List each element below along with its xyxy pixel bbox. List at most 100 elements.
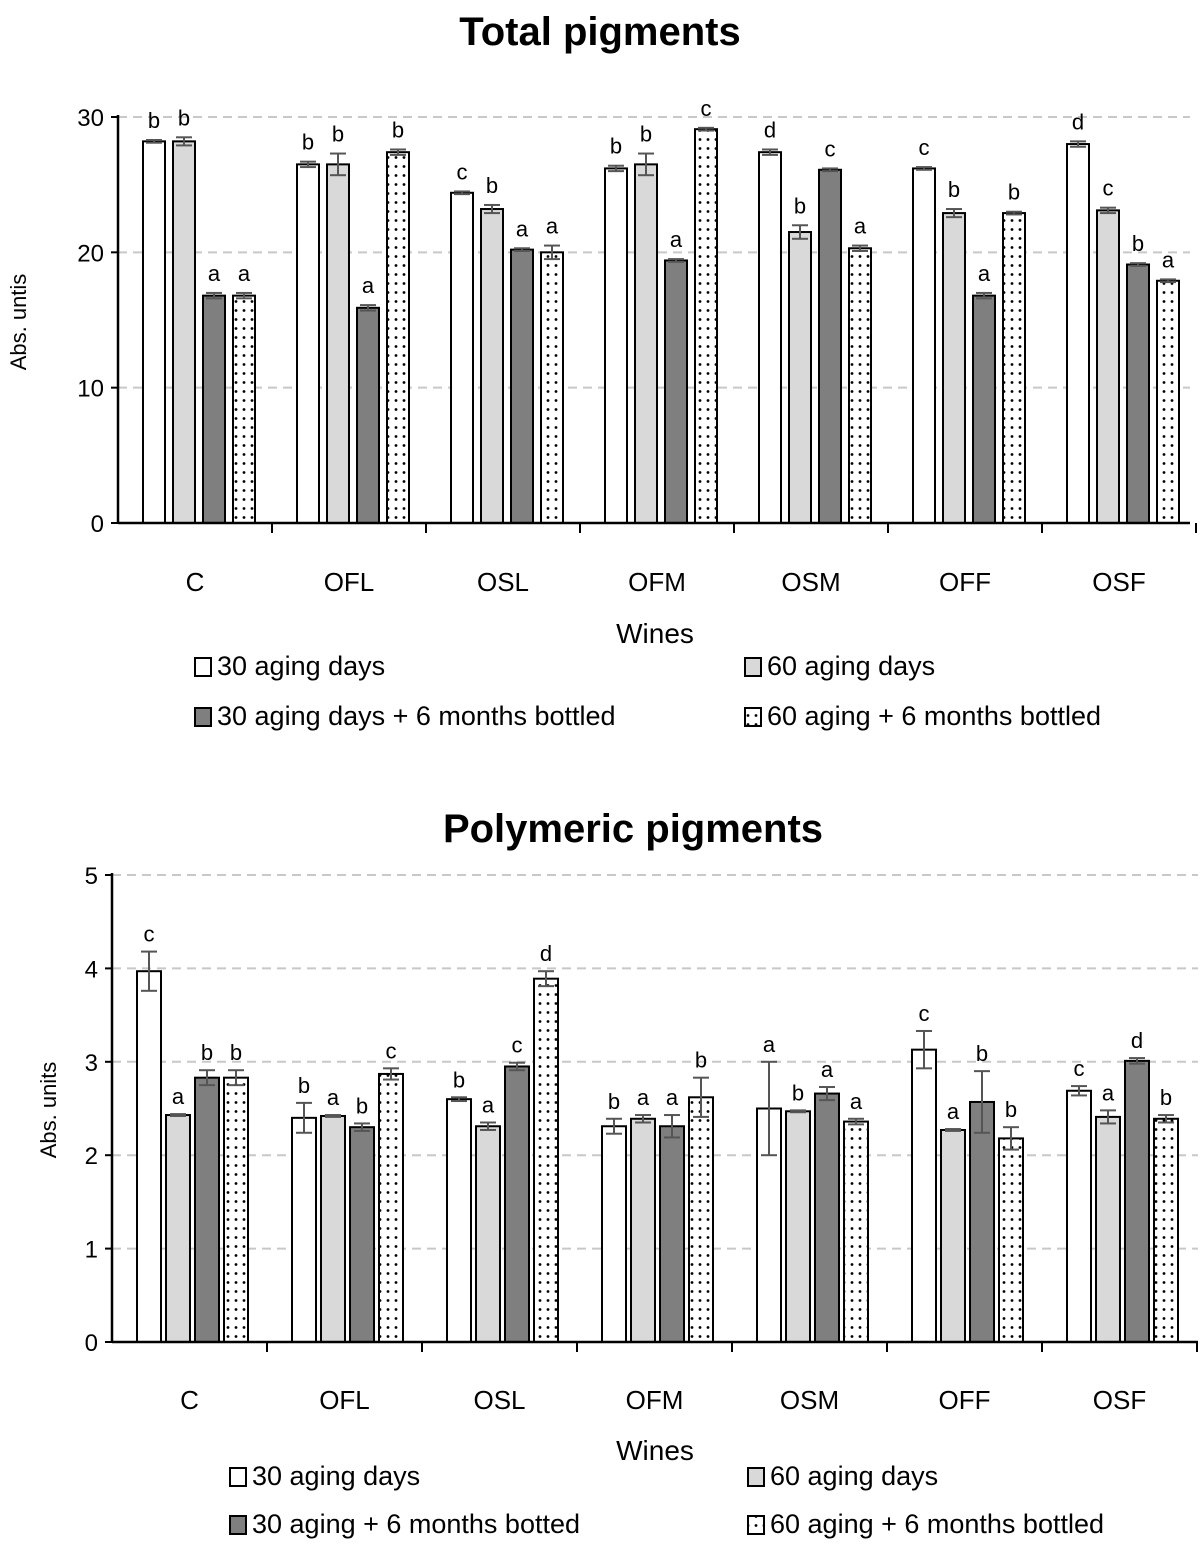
category-label: OSF — [1093, 1385, 1146, 1415]
y-tick-label: 5 — [85, 863, 98, 890]
significance-letter: a — [362, 273, 375, 298]
significance-letter: c — [701, 96, 712, 121]
bar — [788, 231, 812, 525]
y-tick-label: 0 — [91, 511, 104, 538]
significance-letter: a — [670, 227, 683, 252]
significance-letter: b — [1005, 1097, 1017, 1122]
significance-letter: a — [854, 214, 867, 239]
legend-label: 60 aging + 6 months bottled — [767, 701, 1101, 731]
bar — [202, 294, 226, 525]
panel-title: Total pigments — [459, 10, 740, 54]
bar — [446, 1098, 472, 1344]
category-label: OSL — [473, 1385, 525, 1415]
significance-letter: b — [302, 130, 314, 155]
legend-swatch — [747, 1515, 765, 1535]
significance-letter: b — [792, 1080, 804, 1105]
significance-letter: a — [482, 1093, 495, 1118]
significance-letter: b — [453, 1067, 465, 1092]
bar — [630, 1117, 656, 1344]
significance-letter: c — [512, 1033, 523, 1058]
significance-letter: b — [948, 177, 960, 202]
bar — [1002, 212, 1026, 524]
x-axis-label: Wines — [616, 1435, 694, 1466]
significance-letter: b — [794, 193, 806, 218]
significance-letter: b — [178, 105, 190, 130]
category-label: OFL — [324, 567, 375, 597]
legend-label: 30 aging + 6 months botted — [252, 1509, 580, 1539]
significance-letter: b — [486, 173, 498, 198]
significance-letter: b — [1132, 231, 1144, 256]
bar — [1096, 209, 1120, 524]
significance-letter: b — [201, 1040, 213, 1065]
significance-letter: b — [1160, 1085, 1172, 1110]
y-tick-label: 3 — [85, 1050, 98, 1077]
significance-letter: b — [356, 1093, 368, 1118]
significance-letter: a — [546, 214, 559, 239]
bar — [1126, 263, 1150, 524]
significance-letter: b — [332, 122, 344, 147]
significance-letter: c — [919, 135, 930, 160]
y-tick-label: 1 — [85, 1237, 98, 1264]
bar — [356, 306, 380, 524]
significance-letter: a — [516, 216, 529, 241]
legend: 30 aging days 60 aging days 30 aging + 6 m… — [229, 1461, 1104, 1539]
significance-letter: a — [947, 1099, 960, 1124]
legend-label: 30 aging days + 6 months bottled — [217, 701, 616, 731]
significance-letter: d — [764, 117, 776, 142]
legend-swatch — [229, 1515, 247, 1535]
significance-letter: b — [640, 122, 652, 147]
y-axis-label: Abs. untis — [6, 274, 31, 371]
legend-swatch — [747, 1467, 765, 1487]
bar — [1124, 1059, 1150, 1343]
bar — [758, 151, 782, 524]
legend-swatch — [744, 657, 762, 677]
significance-letter: c — [386, 1038, 397, 1063]
y-tick-label: 0 — [85, 1330, 98, 1357]
bar — [540, 251, 564, 524]
significance-letter: d — [540, 941, 552, 966]
bar — [475, 1125, 501, 1343]
bar — [942, 212, 966, 524]
bar — [136, 970, 162, 1344]
bar — [659, 1125, 685, 1343]
significance-letter: c — [144, 922, 155, 947]
bar — [843, 1120, 869, 1344]
legend: 30 aging days 60 aging days 30 aging days … — [194, 651, 1101, 731]
bar — [142, 140, 166, 525]
bar — [1066, 1089, 1092, 1344]
significance-letter: a — [1102, 1080, 1115, 1105]
significance-letter: a — [978, 261, 991, 286]
category-label: OFM — [628, 567, 686, 597]
bar — [165, 1114, 191, 1343]
bar — [223, 1076, 249, 1343]
category-label: C — [180, 1385, 199, 1415]
y-tick-label: 2 — [85, 1143, 98, 1170]
bar — [450, 191, 474, 525]
significance-letter: b — [392, 117, 404, 142]
significance-letter: d — [1131, 1028, 1143, 1053]
significance-letter: a — [850, 1089, 863, 1114]
bar — [480, 208, 504, 524]
legend-swatch — [744, 707, 762, 727]
bar — [911, 1048, 937, 1343]
x-axis-label: Wines — [616, 618, 694, 649]
legend-swatch — [194, 707, 212, 727]
category-label: OFF — [939, 567, 991, 597]
significance-letter: c — [457, 159, 468, 184]
significance-letter: a — [208, 261, 221, 286]
significance-letter: a — [821, 1057, 834, 1082]
panel-title: Polymeric pigments — [443, 807, 823, 851]
significance-letter: a — [666, 1085, 679, 1110]
significance-letter: b — [976, 1041, 988, 1066]
bar — [1153, 1117, 1179, 1344]
bar — [386, 151, 410, 524]
y-tick-label: 4 — [85, 956, 98, 983]
bar — [785, 1110, 811, 1343]
significance-letter: a — [238, 261, 251, 286]
bar — [998, 1137, 1024, 1343]
category-label: OSM — [781, 567, 840, 597]
significance-letter: c — [1074, 1056, 1085, 1081]
bar — [818, 168, 842, 524]
bar — [1156, 279, 1180, 524]
